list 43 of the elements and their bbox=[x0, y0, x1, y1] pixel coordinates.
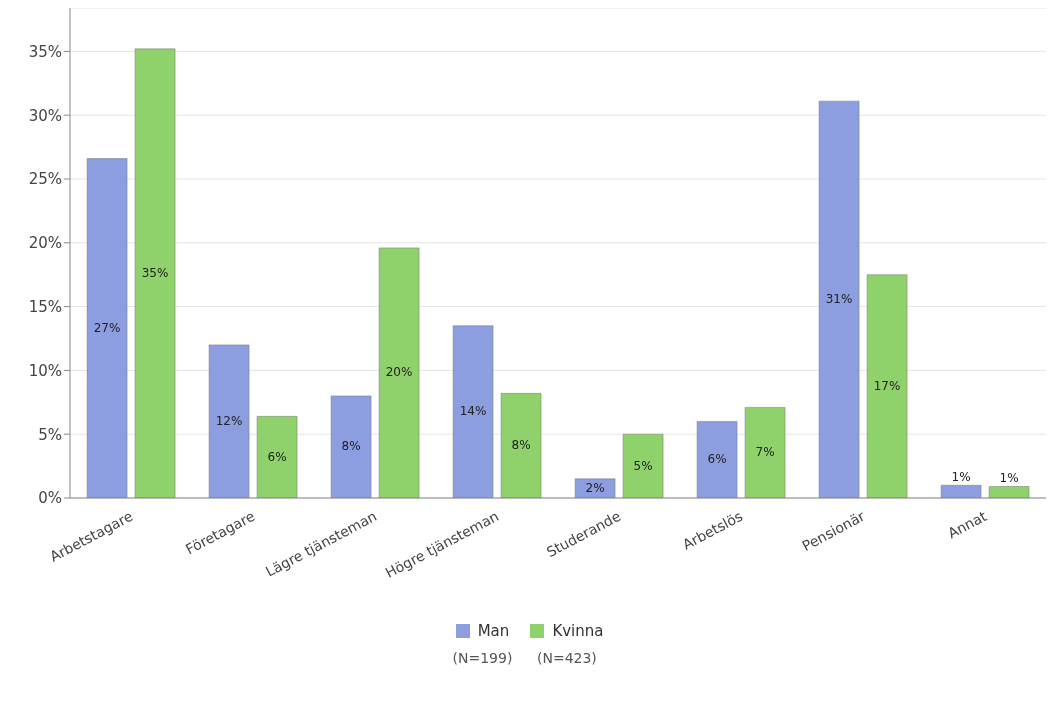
bar bbox=[452, 325, 494, 498]
y-tick-label: 20% bbox=[28, 234, 62, 253]
bar bbox=[330, 395, 372, 498]
bar bbox=[622, 433, 664, 498]
y-tick-label: 35% bbox=[28, 42, 62, 61]
bar bbox=[940, 484, 982, 498]
data-label: 8% bbox=[341, 439, 361, 454]
data-label: 1% bbox=[999, 471, 1019, 486]
bar bbox=[988, 486, 1030, 498]
data-label: 14% bbox=[459, 404, 487, 419]
data-label: 5% bbox=[633, 458, 653, 473]
y-tick-label: 30% bbox=[28, 106, 62, 125]
bar bbox=[134, 48, 176, 498]
bar bbox=[256, 416, 298, 498]
bar bbox=[696, 421, 738, 498]
data-label: 8% bbox=[511, 438, 531, 453]
data-label: 17% bbox=[873, 378, 901, 393]
y-tick-label: 0% bbox=[38, 489, 62, 508]
data-label: 35% bbox=[141, 265, 169, 280]
bar bbox=[818, 100, 860, 498]
data-label: 6% bbox=[707, 452, 727, 467]
y-tick-label: 15% bbox=[28, 297, 62, 316]
data-label: 20% bbox=[385, 365, 413, 380]
data-label: 2% bbox=[585, 480, 605, 495]
legend-label: Kvinna bbox=[552, 622, 604, 640]
text: (N=199) bbox=[452, 650, 513, 666]
data-label: 12% bbox=[215, 413, 243, 428]
bar bbox=[866, 274, 908, 498]
text: (N=423) bbox=[536, 650, 597, 666]
y-tick-label: 10% bbox=[28, 361, 62, 380]
legend-label: Man bbox=[477, 622, 510, 640]
bar bbox=[378, 247, 420, 498]
data-label: 1% bbox=[951, 469, 971, 484]
data-label: 31% bbox=[825, 292, 853, 307]
bar bbox=[744, 407, 786, 498]
y-tick-label: 5% bbox=[38, 425, 62, 444]
bar bbox=[500, 393, 542, 498]
bar bbox=[208, 344, 250, 498]
data-label: 6% bbox=[267, 449, 287, 464]
bar bbox=[86, 158, 128, 498]
data-label: 27% bbox=[93, 320, 121, 335]
data-label: 7% bbox=[755, 445, 775, 460]
y-tick-label: 25% bbox=[28, 170, 62, 189]
